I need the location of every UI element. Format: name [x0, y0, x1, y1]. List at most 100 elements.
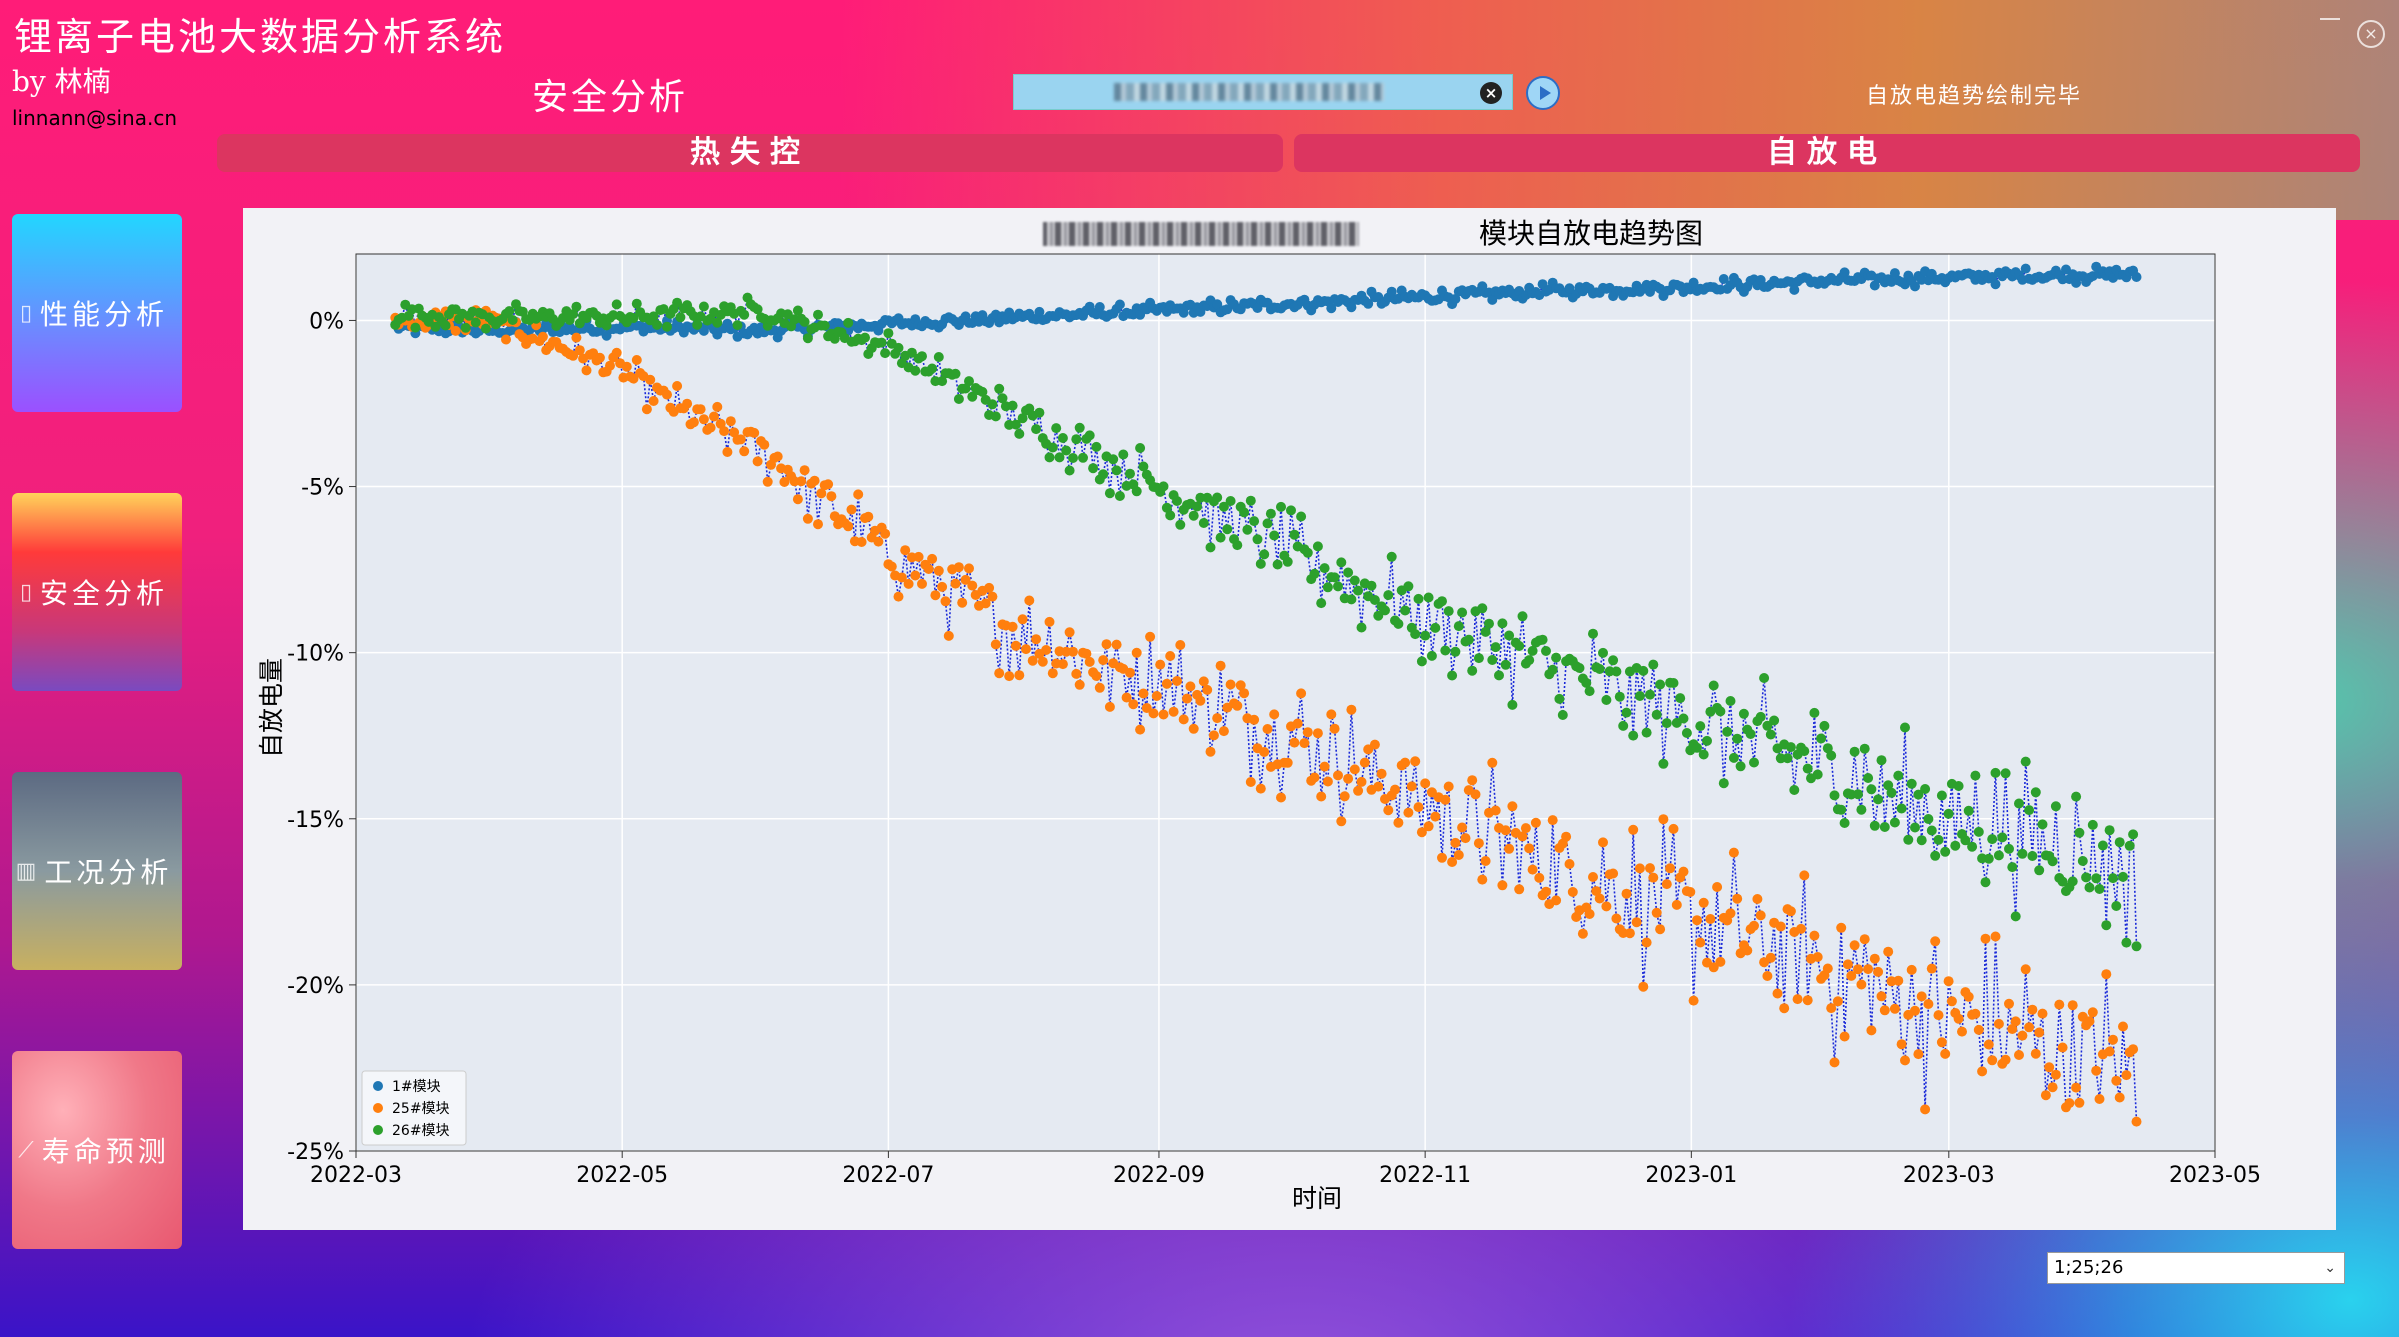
data-point	[1416, 827, 1427, 838]
data-point	[1125, 667, 1135, 678]
data-point	[705, 422, 716, 433]
data-point	[739, 309, 750, 320]
data-point	[2064, 1098, 2075, 1109]
data-point	[1873, 794, 1884, 805]
data-point	[1514, 641, 1525, 651]
tab-thermal-runaway[interactable]: 热失控	[217, 134, 1283, 172]
data-point	[1889, 1003, 1900, 1014]
module-select[interactable]: 1;25;26 ⌄	[2047, 1252, 2345, 1284]
data-point	[1047, 668, 1058, 679]
data-point	[1598, 647, 1608, 658]
data-point	[1762, 971, 1773, 981]
data-point	[1094, 302, 1105, 312]
data-point	[1725, 908, 1736, 919]
data-point	[2101, 969, 2112, 980]
data-point	[1071, 668, 1082, 679]
data-point	[1400, 605, 1411, 616]
data-point	[1903, 834, 1914, 845]
data-point	[1014, 670, 1025, 681]
data-point	[1977, 1066, 1988, 1077]
data-point	[1376, 768, 1387, 779]
data-point	[1913, 789, 1924, 800]
data-point	[1514, 884, 1525, 895]
data-point	[1802, 995, 1813, 1006]
data-point	[1507, 699, 1518, 710]
data-point	[1893, 770, 1904, 781]
data-point	[1326, 303, 1337, 314]
data-point	[2071, 791, 2082, 802]
data-point	[950, 368, 961, 379]
data-point	[1198, 676, 1209, 687]
data-point	[1316, 598, 1327, 609]
data-point	[662, 321, 672, 332]
data-point	[2004, 998, 2014, 1009]
data-point	[1420, 630, 1431, 641]
data-point	[1158, 709, 1169, 720]
data-point	[1322, 582, 1333, 593]
data-point	[1239, 688, 1250, 699]
y-axis-ticks: 0% -5% -10% -15% -20% -25%	[287, 309, 356, 1165]
sidebar-item-safety[interactable]: ▯ 安全分析	[12, 493, 182, 691]
self-discharge-chart: 2022-03 2022-05 2022-07 2022-09 2022-11 2023-…	[257, 217, 2261, 1213]
data-point	[997, 393, 1008, 404]
data-point	[1702, 735, 1712, 746]
data-point	[1161, 502, 1172, 513]
data-point	[1769, 715, 1780, 726]
data-point	[1930, 850, 1941, 861]
module-id-input[interactable]: ×	[1013, 74, 1513, 110]
y-tick-label: -10%	[287, 642, 344, 667]
data-point	[672, 297, 683, 308]
data-point	[504, 306, 515, 317]
minimize-icon[interactable]	[2320, 18, 2340, 20]
data-point	[880, 528, 891, 539]
data-point	[2131, 272, 2142, 282]
data-point	[1420, 778, 1431, 789]
data-point	[1074, 679, 1085, 690]
data-point	[2037, 1008, 2048, 1019]
x-tick-label: 2022-07	[842, 1163, 934, 1188]
legend-label: 1#模块	[392, 1079, 441, 1095]
run-play-button[interactable]	[1526, 76, 1560, 110]
sidebar-item-performance[interactable]: ▯ 性能分析	[12, 214, 182, 412]
data-point	[2111, 901, 2122, 911]
data-point	[1889, 817, 1900, 828]
data-point	[2044, 1062, 2055, 1073]
data-point	[1148, 708, 1159, 719]
data-point	[1084, 656, 1095, 667]
clear-icon[interactable]: ×	[1480, 82, 1502, 104]
data-point	[1312, 541, 1323, 552]
data-point	[1343, 773, 1354, 784]
data-point	[1145, 631, 1156, 642]
sidebar-item-conditions[interactable]: ▥ 工况分析	[12, 772, 182, 970]
data-point	[1759, 673, 1770, 683]
data-point	[1366, 580, 1377, 591]
data-point	[1853, 789, 1863, 800]
data-point	[1497, 880, 1508, 891]
data-point	[1386, 286, 1397, 297]
data-point	[1849, 940, 1860, 951]
data-point	[1359, 757, 1370, 768]
data-point	[1634, 691, 1645, 701]
data-point	[1369, 595, 1380, 605]
data-point	[813, 519, 823, 530]
data-point	[1329, 723, 1340, 734]
data-point	[1463, 634, 1474, 645]
sidebar-item-life-prediction[interactable]: ⟋ 寿命预测	[12, 1051, 182, 1249]
data-point	[917, 578, 927, 589]
data-point	[2067, 1000, 2078, 1011]
data-point	[1027, 655, 1038, 666]
data-point	[1732, 893, 1743, 904]
data-point	[1185, 681, 1196, 692]
data-point	[1111, 465, 1122, 476]
data-point	[672, 381, 683, 391]
data-point	[601, 320, 612, 331]
data-point	[1423, 592, 1434, 603]
data-point	[1621, 888, 1632, 899]
data-point	[1923, 999, 1934, 1009]
close-icon[interactable]: ×	[2357, 20, 2385, 48]
tab-self-discharge[interactable]: 自放电	[1294, 134, 2360, 172]
data-point	[809, 475, 820, 486]
data-point	[1071, 434, 1082, 445]
data-point	[1346, 704, 1357, 715]
data-point	[856, 537, 867, 547]
